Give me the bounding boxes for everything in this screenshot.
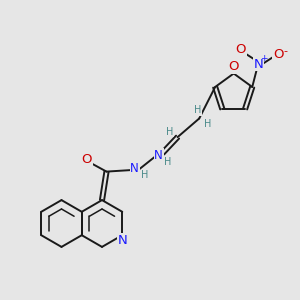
Text: H: H: [194, 105, 201, 115]
Text: H: H: [141, 170, 148, 181]
Text: N: N: [254, 58, 263, 71]
Text: N: N: [130, 162, 139, 175]
Text: H: H: [204, 119, 211, 129]
Text: -: -: [284, 46, 287, 56]
Text: H: H: [166, 127, 173, 137]
Text: O: O: [273, 48, 284, 61]
Text: H: H: [164, 157, 171, 167]
Text: O: O: [236, 43, 246, 56]
Text: N: N: [118, 234, 128, 247]
Text: O: O: [82, 153, 92, 166]
Text: +: +: [260, 54, 268, 63]
Text: O: O: [228, 60, 238, 74]
Text: N: N: [154, 148, 163, 162]
